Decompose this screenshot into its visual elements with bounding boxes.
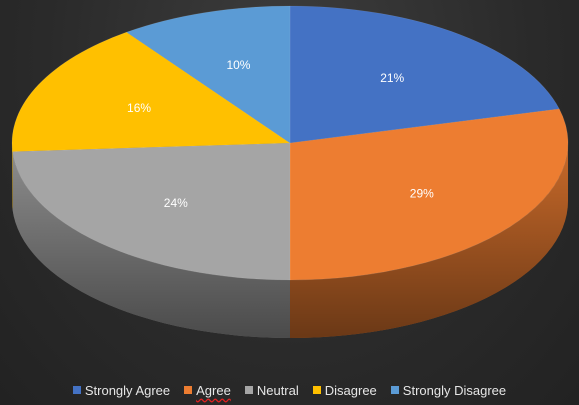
data-label-agree: 29% [410, 186, 434, 200]
legend-item-disagree: Disagree [312, 382, 377, 398]
legend-label-neutral: Neutral [256, 382, 299, 398]
legend-item-strongly-disagree: Strongly Disagree [390, 382, 507, 398]
legend-swatch-strongly-disagree [390, 386, 399, 394]
legend-label-disagree: Disagree [324, 382, 377, 398]
legend-item-strongly-agree: Strongly Agree [72, 382, 171, 398]
data-label-strongly-disagree: 10% [226, 58, 250, 72]
pie-chart-plot: 21% 29% 24% 16% 10% [11, 5, 569, 338]
data-label-strongly-agree: 21% [380, 71, 404, 85]
legend-swatch-agree [184, 386, 193, 394]
legend: Strongly Agree Agree Neutral Disagree Strong… [0, 380, 579, 400]
legend-label-strongly-disagree: Strongly Disagree [402, 382, 507, 398]
pie-slice-side-shade-agree [290, 143, 568, 338]
data-label-disagree: 16% [127, 101, 151, 115]
legend-swatch-neutral [244, 386, 253, 394]
pie-slice-side-shade-disagree [12, 143, 13, 210]
pie-slice-disagree [11, 31, 291, 152]
legend-swatch-disagree [312, 386, 321, 394]
legend-item-neutral: Neutral [244, 382, 299, 398]
legend-label-strongly-agree: Strongly Agree [84, 382, 171, 398]
pie-depth-layer [12, 143, 568, 338]
pie-slice-strongly-disagree [125, 5, 291, 144]
pie-slice-side-shade-neutral [12, 151, 290, 338]
legend-item-agree: Agree [184, 383, 231, 398]
legend-swatch-strongly-agree [72, 386, 81, 394]
legend-label-agree: Agree [196, 382, 231, 398]
pie-top-layer [11, 5, 569, 281]
pie-slice-strongly-agree [289, 5, 560, 144]
pie-label-layer: 21% 29% 24% 16% 10% [127, 58, 434, 210]
pie-slice-agree [289, 108, 569, 281]
data-label-neutral: 24% [164, 196, 188, 210]
pie-slice-neutral [12, 142, 291, 281]
